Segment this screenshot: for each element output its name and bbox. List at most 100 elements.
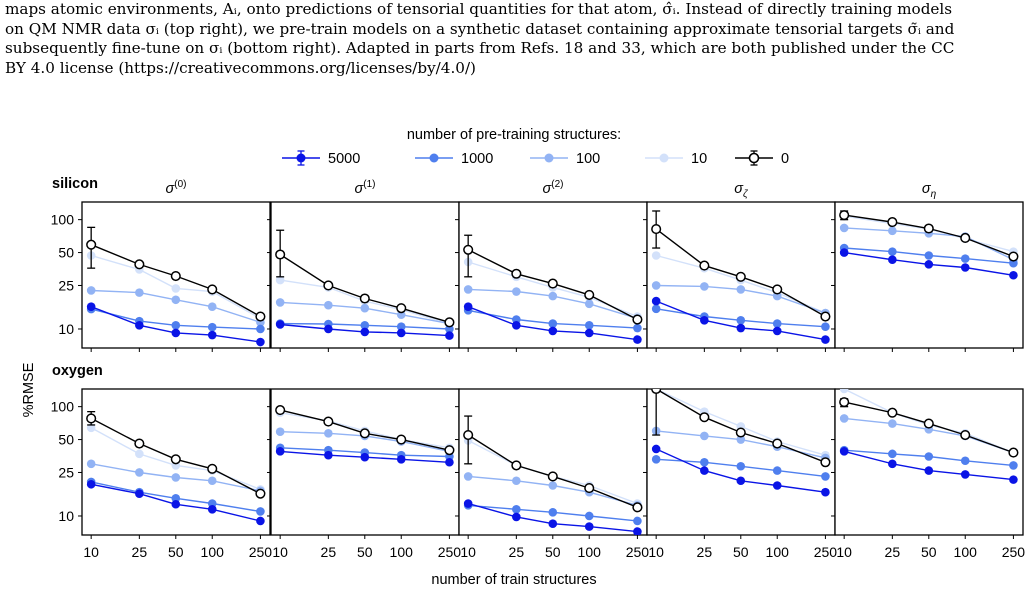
data-point [772,326,782,336]
data-point [633,516,642,526]
data-point [888,255,897,265]
panel-plot-area [839,389,1019,484]
data-point [396,322,406,331]
data-point [924,452,934,461]
series-0 [463,234,643,325]
data-point [839,223,849,233]
data-point [275,405,286,416]
data-point [584,299,594,309]
data-point [463,429,474,441]
data-point [632,502,643,513]
panel-plot-area [839,210,1019,280]
x-tick-label: 100 [201,544,225,560]
series-5000 [839,447,1018,484]
data-point [360,452,370,462]
x-tick-label: 50 [921,544,937,560]
data-point [207,284,218,295]
data-point [888,247,897,256]
x-tick-label: 50 [733,544,749,560]
data-point [134,438,145,449]
series-0 [651,210,831,322]
column-title: ση [922,181,937,200]
data-point [512,505,521,514]
data-point [1008,251,1019,262]
data-point [548,508,558,517]
data-point [396,303,407,314]
series-0 [839,210,1019,262]
series-100 [86,286,265,327]
data-point [463,499,473,508]
data-point [736,323,746,333]
data-point [1008,447,1019,458]
data-point [463,285,473,294]
panel-1-4: 10 25 50 100 250 [831,388,1025,560]
data-point [651,389,662,395]
data-point [548,519,558,529]
x-tick-label: 25 [697,544,713,560]
x-tick-label: 25 [132,544,148,560]
data-point [923,418,934,429]
legend-entry-100: 100 [530,151,600,167]
row-label-oxygen: oxygen [52,363,103,379]
data-point [275,427,285,436]
data-point [736,316,746,325]
data-point [360,303,370,313]
data-point [324,450,333,460]
data-point [512,476,521,486]
x-axis-label: number of train structures [431,572,596,588]
data-point [135,321,144,330]
data-point [960,254,970,263]
legend-entry-1000: 1000 [415,151,493,167]
caption-line: on QM NMR data σᵢ (top right), we pre-tr… [5,19,955,38]
x-tick-label: 10 [648,544,664,560]
data-point [512,321,521,330]
x-tick-label: 100 [954,544,978,560]
data-point [548,291,558,301]
data-point [86,239,97,250]
data-point [511,460,522,471]
y-tick-label: 10 [58,321,74,337]
data-point [633,323,642,333]
data-point [171,494,181,503]
data-point [255,311,266,322]
series-5000 [275,320,454,340]
data-point [548,481,558,490]
x-tick-label: 10 [83,544,99,560]
panel-plot-area [651,210,831,344]
data-point [821,487,830,497]
legend-entry-10: 10 [645,151,707,167]
data-point [839,389,849,394]
data-point [736,285,746,294]
data-point [256,507,265,516]
data-point [1009,475,1018,484]
data-point [171,295,181,305]
data-point [735,271,746,282]
data-point [735,427,746,438]
data-point [359,293,370,304]
data-point [324,300,333,310]
data-point [135,489,144,498]
data-point [256,516,265,526]
series-1000 [839,445,1018,470]
data-point [839,210,850,221]
data-point [86,302,96,311]
legend-marker [429,153,439,163]
y-tick-label: 25 [58,277,74,293]
data-point [1009,270,1018,280]
caption-line: maps atomic environments, Aᵢ, onto predi… [5,0,953,18]
data-point [207,302,217,311]
data-point [86,479,96,489]
row-label-silicon: silicon [52,176,98,192]
data-point [207,330,217,340]
x-tick-label: 250 [626,544,650,560]
data-point [548,319,558,328]
data-point [821,472,830,481]
data-point [651,454,661,464]
data-point [960,232,971,244]
x-tick-label: 250 [438,544,462,560]
column-title: σ(2) [543,179,564,197]
data-point [359,428,370,439]
legend-title: number of pre-training structures: [407,127,621,143]
data-point [324,324,333,334]
